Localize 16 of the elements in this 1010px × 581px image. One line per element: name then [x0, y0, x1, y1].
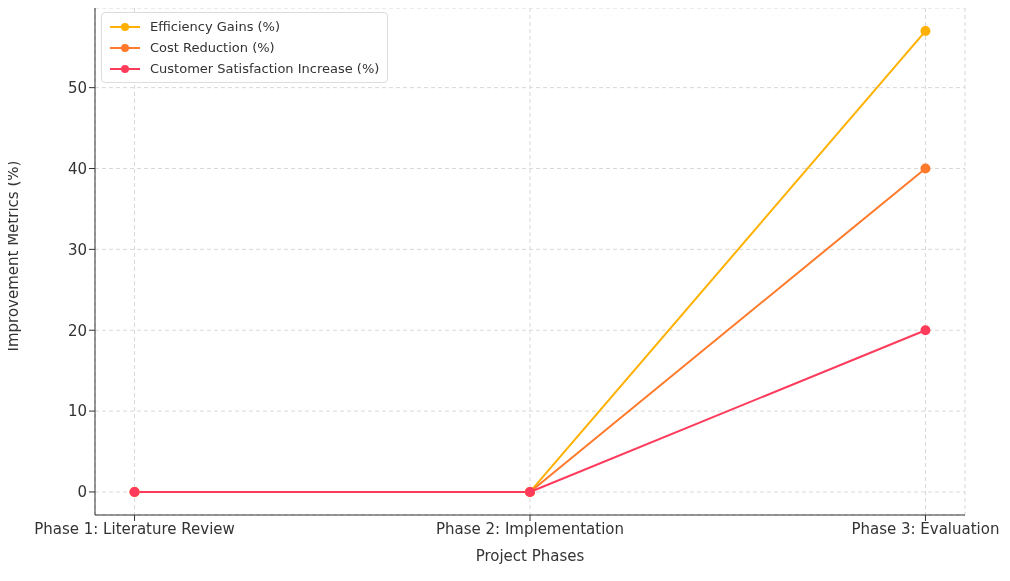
y-tick-label: 40	[67, 159, 87, 178]
legend-label: Customer Satisfaction Increase (%)	[150, 60, 380, 78]
y-tick-label: 30	[67, 240, 87, 259]
y-tick-label: 10	[67, 402, 87, 421]
point	[920, 325, 931, 336]
legend-label: Cost Reduction (%)	[150, 39, 275, 57]
y-tick-label: 0	[77, 483, 87, 502]
x-tick-label: Phase 3: Evaluation	[851, 519, 1000, 538]
x-tick-label: Phase 2: Implementation	[435, 519, 625, 538]
y-tick-label: 50	[67, 78, 87, 97]
y-tick-label: 20	[67, 321, 87, 340]
point	[920, 163, 931, 174]
legend-label: Efficiency Gains (%)	[150, 18, 281, 36]
x-tick-label: Phase 1: Literature Review	[34, 519, 235, 538]
x-axis-title: Project Phases	[475, 547, 585, 565]
point	[920, 26, 931, 37]
